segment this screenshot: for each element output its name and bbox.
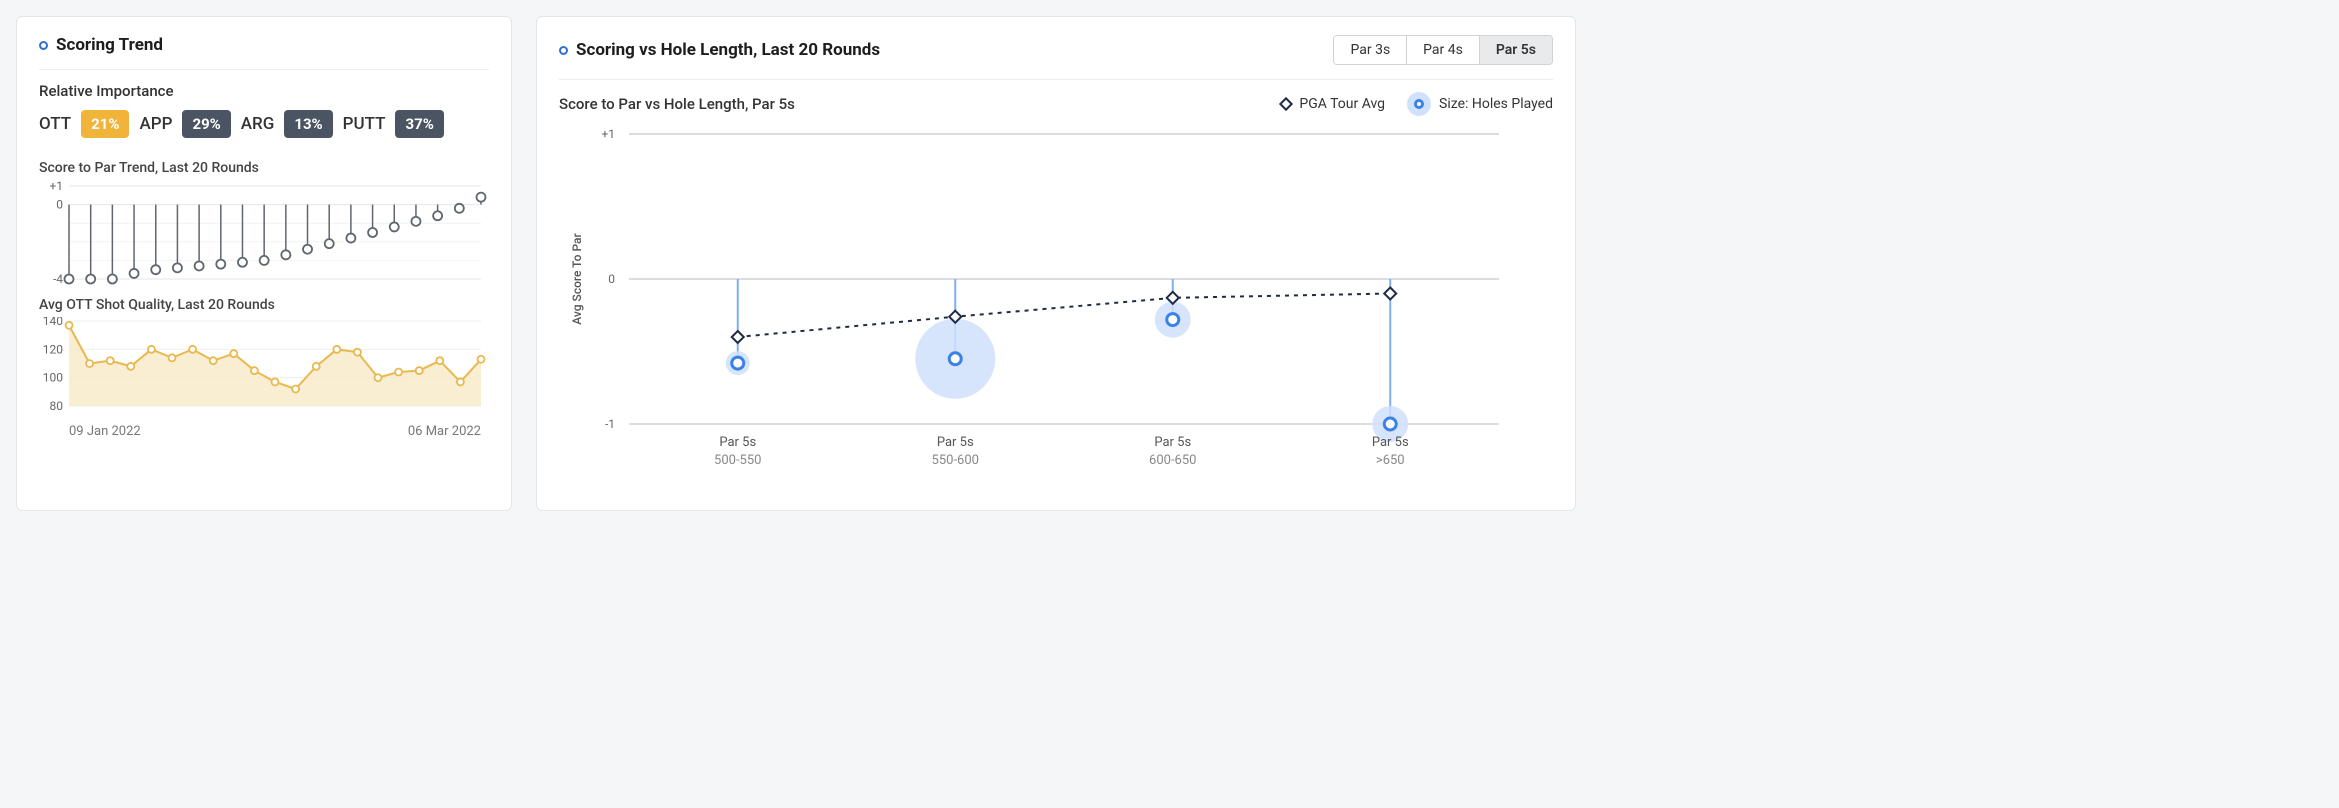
legend-pga-label: PGA Tour Avg bbox=[1299, 96, 1385, 112]
svg-text:0: 0 bbox=[56, 198, 63, 212]
svg-text:-1: -1 bbox=[605, 417, 615, 431]
importance-label: Relative Importance bbox=[39, 82, 489, 100]
chart-subtitle: Score to Par vs Hole Length, Par 5s bbox=[559, 95, 795, 113]
bullet-icon bbox=[39, 41, 48, 50]
svg-text:+1: +1 bbox=[49, 180, 63, 193]
legend-size: Size: Holes Played bbox=[1407, 92, 1553, 116]
badge-label: ARG bbox=[241, 114, 275, 134]
svg-text:Par 5s: Par 5s bbox=[1154, 435, 1191, 450]
trend-chart-label: Score to Par Trend, Last 20 Rounds bbox=[39, 160, 489, 176]
badge-label: PUTT bbox=[343, 114, 386, 134]
score-trend-chart: -4 0 +1 bbox=[39, 180, 489, 285]
legend-size-label: Size: Holes Played bbox=[1439, 96, 1553, 112]
par-tab[interactable]: Par 3s bbox=[1334, 36, 1407, 64]
badge-value: 37% bbox=[395, 110, 443, 138]
badge-value: 21% bbox=[81, 110, 129, 138]
svg-text:500-550: 500-550 bbox=[714, 453, 761, 468]
svg-text:100: 100 bbox=[43, 371, 63, 385]
badge-label: APP bbox=[139, 114, 172, 134]
date-axis: 09 Jan 2022 06 Mar 2022 bbox=[39, 424, 489, 439]
svg-text:80: 80 bbox=[50, 399, 64, 412]
svg-text:140: 140 bbox=[43, 317, 63, 328]
card-header: Scoring vs Hole Length, Last 20 Rounds P… bbox=[559, 35, 1553, 80]
importance-badges: OTT 21% APP 29% ARG 13% PUTT 37% bbox=[39, 110, 489, 138]
svg-text:+1: +1 bbox=[601, 127, 615, 141]
badge-value: 13% bbox=[284, 110, 332, 138]
svg-text:-4: -4 bbox=[53, 272, 63, 285]
ott-chart-label: Avg OTT Shot Quality, Last 20 Rounds bbox=[39, 297, 489, 313]
score-vs-length-chart: -1 0 +1 Avg Score To Par Par 5s 500-550 Par 5s… bbox=[559, 124, 1519, 484]
date-start: 09 Jan 2022 bbox=[69, 424, 141, 439]
badge-value: 29% bbox=[182, 110, 230, 138]
chart-legend: PGA Tour Avg Size: Holes Played bbox=[1281, 92, 1553, 116]
par-tab[interactable]: Par 5s bbox=[1480, 36, 1552, 64]
svg-text:Par 5s: Par 5s bbox=[937, 435, 974, 450]
date-end: 06 Mar 2022 bbox=[408, 424, 481, 439]
ott-quality-chart: 80 100 120 140 bbox=[39, 317, 489, 412]
bubble-icon bbox=[1407, 92, 1431, 116]
scoring-vs-length-card: Scoring vs Hole Length, Last 20 Rounds P… bbox=[536, 16, 1576, 511]
card-header: Scoring Trend bbox=[39, 35, 489, 70]
par-tab-group: Par 3sPar 4sPar 5s bbox=[1333, 35, 1553, 65]
legend-pga: PGA Tour Avg bbox=[1281, 96, 1385, 112]
card-title: Scoring Trend bbox=[56, 35, 163, 55]
svg-text:Avg Score To Par: Avg Score To Par bbox=[570, 232, 584, 324]
card-title: Scoring vs Hole Length, Last 20 Rounds bbox=[576, 40, 880, 60]
svg-text:550-600: 550-600 bbox=[932, 453, 979, 468]
badge-label: OTT bbox=[39, 114, 71, 134]
svg-text:0: 0 bbox=[608, 272, 615, 286]
svg-text:120: 120 bbox=[43, 342, 63, 356]
diamond-icon bbox=[1279, 97, 1293, 111]
svg-text:Par 5s: Par 5s bbox=[719, 435, 756, 450]
par-tab[interactable]: Par 4s bbox=[1407, 36, 1480, 64]
svg-text:>650: >650 bbox=[1376, 453, 1405, 468]
svg-text:Par 5s: Par 5s bbox=[1372, 435, 1409, 450]
svg-text:600-650: 600-650 bbox=[1149, 453, 1196, 468]
bullet-icon bbox=[559, 46, 568, 55]
scoring-trend-card: Scoring Trend Relative Importance OTT 21%… bbox=[16, 16, 512, 511]
